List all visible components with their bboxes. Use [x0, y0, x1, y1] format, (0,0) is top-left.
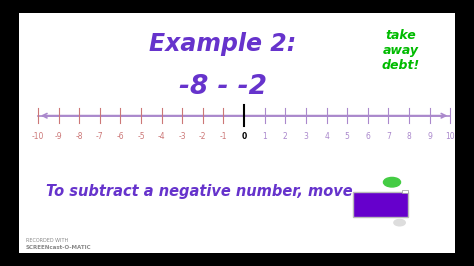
Text: SCREENcast-O-MATIC: SCREENcast-O-MATIC: [26, 245, 91, 250]
Text: Example 2:: Example 2:: [149, 32, 296, 56]
Bar: [19, 13, 455, 253]
Text: -9: -9: [55, 132, 63, 141]
Text: -1: -1: [220, 132, 227, 141]
Text: -7: -7: [96, 132, 104, 141]
Text: -4: -4: [158, 132, 165, 141]
Text: -8: -8: [75, 132, 83, 141]
Text: 8: 8: [407, 132, 411, 141]
Text: 6: 6: [365, 132, 370, 141]
Text: -10: -10: [32, 132, 44, 141]
Text: 5: 5: [345, 132, 350, 141]
Text: -8 - -2: -8 - -2: [179, 74, 267, 101]
Text: 0: 0: [241, 132, 247, 141]
Text: RECORDED WITH: RECORDED WITH: [26, 238, 68, 243]
Text: 7: 7: [386, 132, 391, 141]
Text: take
away
debt!: take away debt!: [382, 29, 419, 72]
Text: 4: 4: [324, 132, 329, 141]
Text: -6: -6: [117, 132, 124, 141]
Text: To subtract a negative number, move: To subtract a negative number, move: [46, 184, 352, 199]
Text: -2: -2: [199, 132, 207, 141]
Circle shape: [383, 177, 401, 187]
Text: 1: 1: [262, 132, 267, 141]
Text: 9: 9: [427, 132, 432, 141]
Text: 10: 10: [446, 132, 455, 141]
Text: 2: 2: [283, 132, 288, 141]
Text: -3: -3: [178, 132, 186, 141]
Circle shape: [394, 219, 405, 226]
Bar: [353, 192, 408, 217]
Bar: [402, 190, 408, 193]
Text: 3: 3: [303, 132, 309, 141]
Text: -5: -5: [137, 132, 145, 141]
